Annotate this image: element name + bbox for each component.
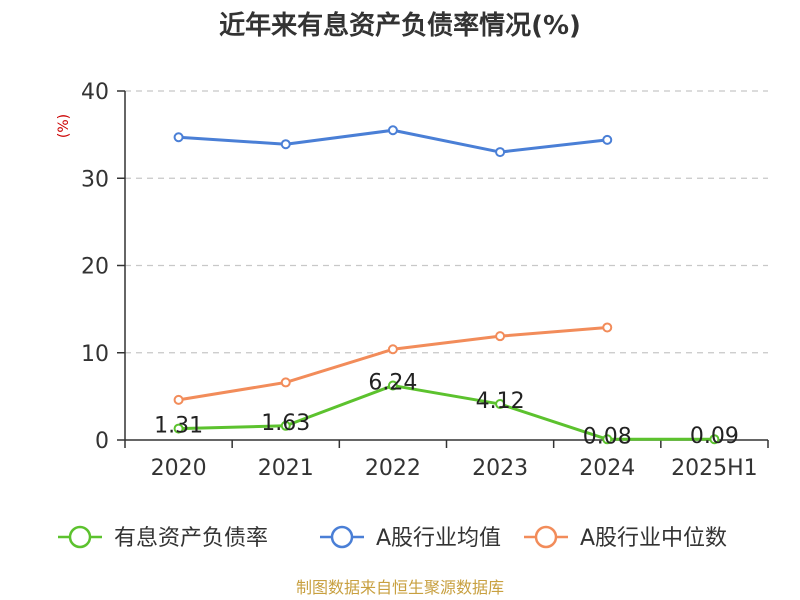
data-point	[280, 420, 291, 431]
legend-label: A股行业中位数	[580, 526, 727, 551]
legend-label: A股行业均值	[376, 526, 501, 551]
data-labels: 1.31 1.63 6.24 4.12 0.08 0.09	[154, 371, 739, 450]
data-label: 1.63	[261, 411, 310, 436]
y-axis-unit: (%)	[56, 114, 72, 138]
data-label: 4.12	[476, 389, 525, 414]
data-point	[173, 394, 184, 405]
y-tick-label: 0	[95, 429, 109, 454]
source-note: 制图数据来自恒生聚源数据库	[296, 578, 504, 597]
data-point	[280, 139, 291, 150]
data-point	[495, 331, 506, 342]
legend: 有息资产负债率 A股行业均值 A股行业中位数	[58, 525, 727, 551]
x-tick-label: 2021	[258, 456, 314, 481]
x-tick-label: 2024	[579, 456, 635, 481]
chart-title: 近年来有息资产负债率情况(%)	[219, 10, 581, 41]
legend-marker	[68, 525, 92, 549]
y-tick-label: 20	[81, 255, 109, 280]
data-point	[602, 434, 613, 445]
data-point	[495, 399, 506, 410]
legend-label: 有息资产负债率	[114, 526, 268, 551]
y-tick-label: 40	[81, 80, 109, 105]
data-label: 0.08	[583, 424, 632, 449]
series-group	[173, 125, 720, 445]
data-point	[602, 322, 613, 333]
x-tick-label: 2022	[365, 456, 421, 481]
data-point	[387, 344, 398, 355]
legend-marker	[534, 525, 558, 549]
data-point	[709, 434, 720, 445]
y-tick-label: 30	[81, 167, 109, 192]
series-line	[178, 384, 715, 441]
data-point	[495, 147, 506, 158]
x-tick-label: 2023	[472, 456, 528, 481]
x-tick-label: 2020	[151, 456, 207, 481]
gridlines	[125, 90, 768, 354]
data-point	[387, 125, 398, 136]
data-label: 1.31	[154, 414, 203, 439]
x-tick-label: 2025H1	[671, 456, 758, 481]
y-tick-label: 10	[81, 342, 109, 367]
legend-marker	[330, 525, 354, 549]
data-point	[387, 380, 398, 391]
data-label: 0.09	[690, 424, 739, 449]
data-point	[280, 377, 291, 388]
data-point	[173, 423, 184, 434]
data-point	[602, 134, 613, 145]
data-point	[173, 132, 184, 143]
data-label: 6.24	[368, 371, 417, 396]
